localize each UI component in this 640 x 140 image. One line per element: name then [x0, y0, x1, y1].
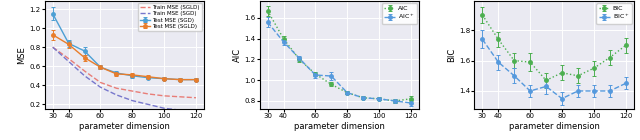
Train MSE (SGLD) — [49, 46, 56, 48]
Train MSE (SGLD) — [97, 82, 104, 83]
Legend: Train MSE (SGLD), Train MSE (SGD), Test MSE (SGD), Test MSE (SGLD): Train MSE (SGLD), Train MSE (SGD), Test … — [138, 3, 202, 31]
Train MSE (SGD) — [145, 104, 152, 105]
Train MSE (SGLD) — [176, 96, 184, 98]
Y-axis label: BIC: BIC — [447, 48, 456, 62]
Line: Train MSE (SGLD): Train MSE (SGLD) — [52, 47, 196, 98]
Train MSE (SGLD) — [113, 87, 120, 89]
Y-axis label: AIC: AIC — [232, 48, 241, 62]
X-axis label: parameter dimension: parameter dimension — [509, 122, 600, 131]
Train MSE (SGD) — [49, 46, 56, 48]
X-axis label: parameter dimension: parameter dimension — [294, 122, 385, 131]
Train MSE (SGLD) — [65, 58, 72, 60]
Legend: AIC, AIC$^+$: AIC, AIC$^+$ — [381, 3, 417, 24]
Train MSE (SGLD) — [81, 70, 88, 72]
Train MSE (SGD) — [129, 100, 136, 102]
Train MSE (SGD) — [81, 75, 88, 77]
Train MSE (SGD) — [160, 107, 168, 109]
Train MSE (SGD) — [65, 61, 72, 62]
Train MSE (SGLD) — [145, 93, 152, 95]
Train MSE (SGD) — [97, 86, 104, 88]
X-axis label: parameter dimension: parameter dimension — [79, 122, 170, 131]
Train MSE (SGLD) — [129, 90, 136, 92]
Train MSE (SGLD) — [160, 95, 168, 97]
Train MSE (SGD) — [192, 111, 200, 113]
Train MSE (SGD) — [176, 109, 184, 111]
Train MSE (SGD) — [113, 94, 120, 96]
Legend: BIC, BIC$^+$: BIC, BIC$^+$ — [596, 3, 632, 24]
Y-axis label: MSE: MSE — [18, 46, 27, 64]
Line: Train MSE (SGD): Train MSE (SGD) — [52, 47, 196, 112]
Train MSE (SGLD) — [192, 97, 200, 99]
